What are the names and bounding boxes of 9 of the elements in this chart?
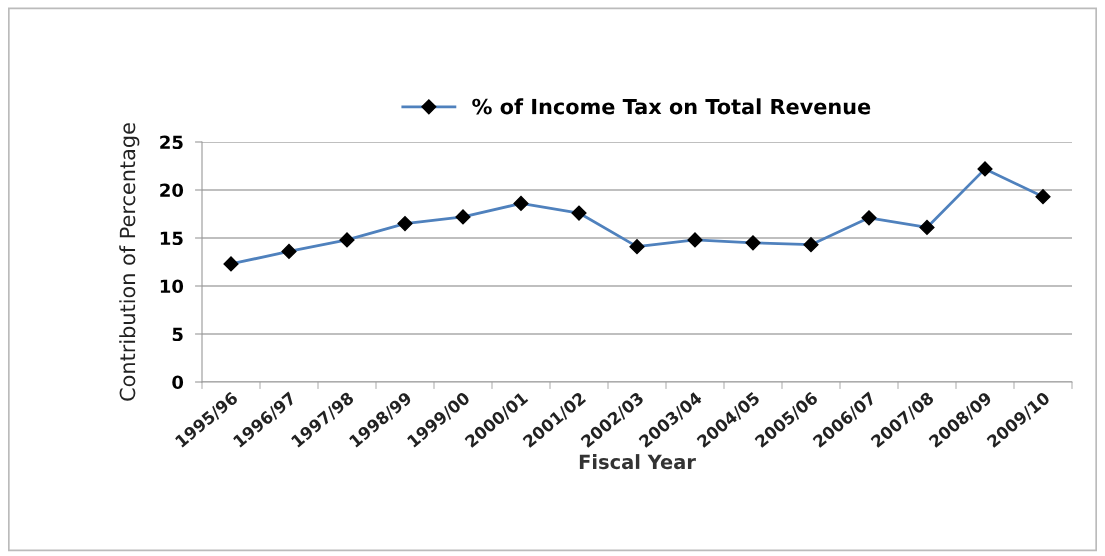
y-tick-label: 25: [160, 135, 183, 150]
y-tick-label: 0: [172, 375, 184, 390]
y-tick-label: 10: [160, 279, 184, 294]
y-axis-title: Contribution of Percentage: [119, 123, 140, 401]
y-tick-label: 15: [160, 231, 183, 246]
y-tick-label: 5: [172, 327, 183, 342]
y-tick-label: 20: [160, 183, 184, 198]
legend-label: % of Income Tax on Total Revenue: [472, 98, 871, 115]
x-axis-title: Fiscal Year: [579, 454, 696, 470]
